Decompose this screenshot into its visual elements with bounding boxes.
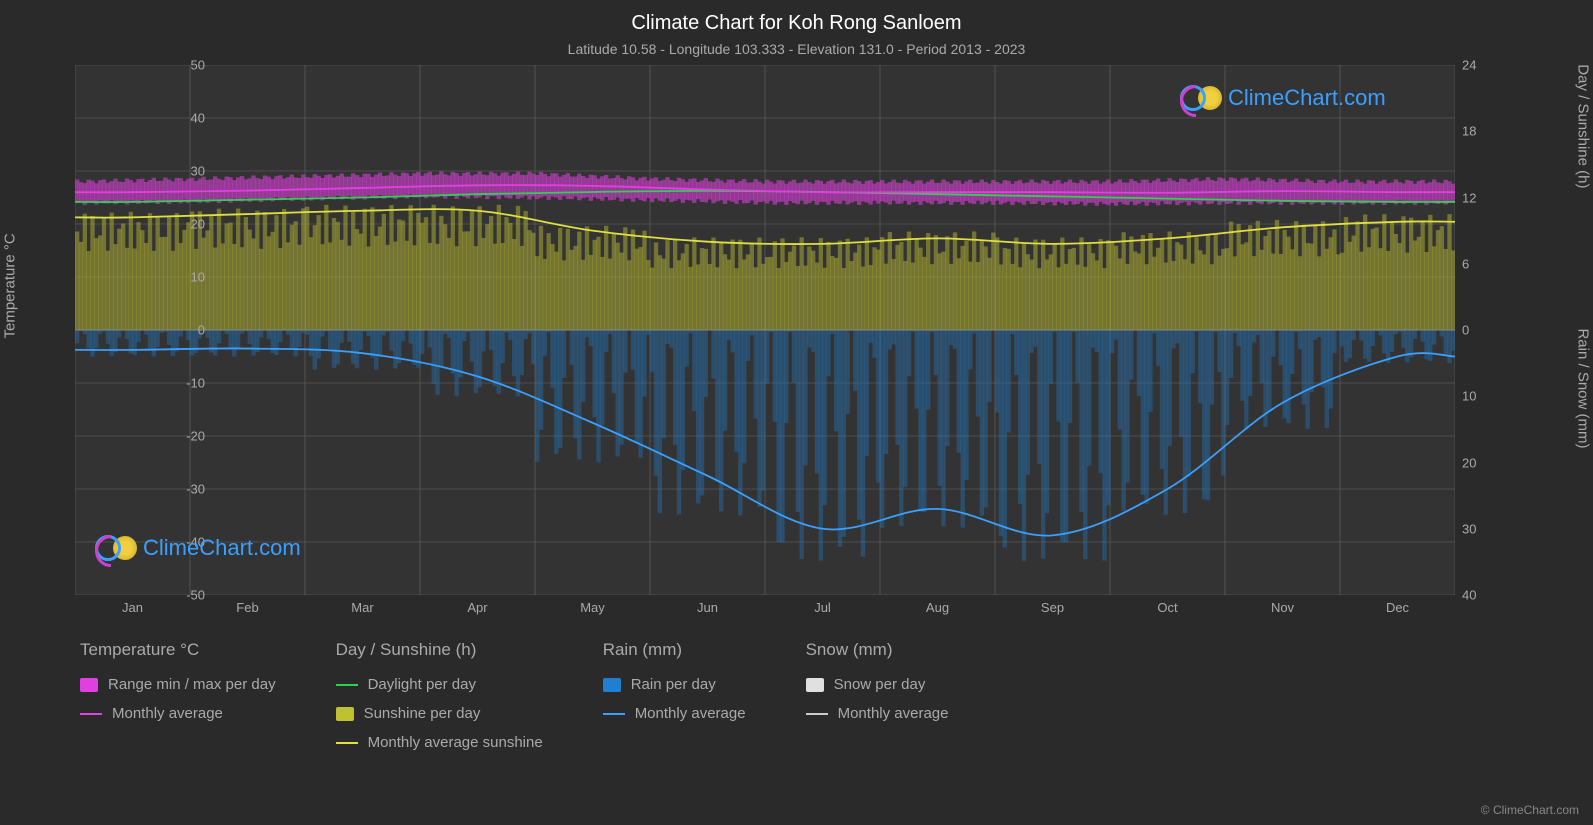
- legend-item: Monthly average: [806, 705, 949, 722]
- legend-label: Daylight per day: [368, 676, 476, 693]
- xtick-month: Oct: [1157, 600, 1177, 615]
- legend-label: Monthly average sunshine: [368, 734, 543, 751]
- logo-icon: [1180, 85, 1206, 111]
- ytick-right-mm: 40: [1462, 588, 1476, 603]
- ytick-left: -30: [151, 482, 205, 497]
- legend-header: Snow (mm): [806, 640, 949, 660]
- legend-item: Rain per day: [603, 676, 746, 693]
- xtick-month: Jul: [814, 600, 831, 615]
- legend-header: Day / Sunshine (h): [336, 640, 543, 660]
- chart-subtitle: Latitude 10.58 - Longitude 103.333 - Ele…: [0, 35, 1593, 57]
- legend-label: Snow per day: [834, 676, 926, 693]
- ytick-left: 40: [151, 111, 205, 126]
- ytick-left: 20: [151, 217, 205, 232]
- legend-item: Sunshine per day: [336, 705, 543, 722]
- legend-item: Snow per day: [806, 676, 949, 693]
- logo-icon: [95, 535, 121, 561]
- y-axis-right-bottom-label: Rain / Snow (mm): [1575, 328, 1592, 448]
- legend-column: Snow (mm) Snow per day Monthly average: [806, 640, 949, 751]
- legend-item: Range min / max per day: [80, 676, 276, 693]
- legend: Temperature °C Range min / max per day Mon…: [80, 640, 1513, 751]
- climate-chart: Climate Chart for Koh Rong Sanloem Latit…: [0, 0, 1593, 825]
- ytick-right-hours: 0: [1462, 323, 1469, 338]
- xtick-month: Dec: [1386, 600, 1409, 615]
- legend-label: Range min / max per day: [108, 676, 276, 693]
- legend-label: Monthly average: [838, 705, 949, 722]
- ytick-left: 10: [151, 270, 205, 285]
- ytick-right-mm: 10: [1462, 389, 1476, 404]
- legend-swatch: [806, 678, 824, 692]
- plot-area: [75, 65, 1455, 595]
- xtick-month: Apr: [467, 600, 487, 615]
- legend-item: Monthly average: [80, 705, 276, 722]
- legend-item: Monthly average sunshine: [336, 734, 543, 751]
- ytick-right-mm: 30: [1462, 521, 1476, 536]
- legend-swatch: [80, 678, 98, 692]
- ytick-left: 30: [151, 164, 205, 179]
- ytick-right-hours: 6: [1462, 256, 1469, 271]
- watermark-text: ClimeChart.com: [143, 535, 301, 561]
- watermark: ClimeChart.com: [95, 535, 301, 561]
- xtick-month: May: [580, 600, 605, 615]
- legend-header: Temperature °C: [80, 640, 276, 660]
- chart-title: Climate Chart for Koh Rong Sanloem: [0, 0, 1593, 35]
- legend-column: Rain (mm) Rain per day Monthly average: [603, 640, 746, 751]
- ytick-left: 50: [151, 58, 205, 73]
- ytick-left: -10: [151, 376, 205, 391]
- legend-label: Rain per day: [631, 676, 716, 693]
- y-axis-left-label: Temperature °C: [2, 233, 19, 338]
- legend-swatch: [603, 678, 621, 692]
- legend-header: Rain (mm): [603, 640, 746, 660]
- ytick-right-hours: 24: [1462, 58, 1476, 73]
- xtick-month: Sep: [1041, 600, 1064, 615]
- legend-item: Monthly average: [603, 705, 746, 722]
- legend-swatch: [336, 742, 358, 744]
- y-axis-right-top-label: Day / Sunshine (h): [1575, 64, 1592, 188]
- ytick-right-hours: 18: [1462, 124, 1476, 139]
- watermark-text: ClimeChart.com: [1228, 85, 1386, 111]
- legend-swatch: [806, 713, 828, 715]
- xtick-month: Nov: [1271, 600, 1294, 615]
- legend-swatch: [336, 684, 358, 686]
- xtick-month: Jan: [122, 600, 143, 615]
- legend-label: Monthly average: [635, 705, 746, 722]
- ytick-right-hours: 12: [1462, 190, 1476, 205]
- legend-swatch: [336, 707, 354, 721]
- ytick-left: -50: [151, 588, 205, 603]
- xtick-month: Feb: [236, 600, 258, 615]
- legend-column: Day / Sunshine (h) Daylight per day Sunshi…: [336, 640, 543, 751]
- plot-svg: [75, 65, 1455, 595]
- legend-label: Sunshine per day: [364, 705, 481, 722]
- watermark: ClimeChart.com: [1180, 85, 1386, 111]
- xtick-month: Mar: [351, 600, 373, 615]
- legend-item: Daylight per day: [336, 676, 543, 693]
- xtick-month: Aug: [926, 600, 949, 615]
- ytick-left: -20: [151, 429, 205, 444]
- legend-swatch: [603, 713, 625, 715]
- legend-column: Temperature °C Range min / max per day Mon…: [80, 640, 276, 751]
- xtick-month: Jun: [697, 600, 718, 615]
- legend-swatch: [80, 713, 102, 715]
- ytick-right-mm: 20: [1462, 455, 1476, 470]
- ytick-left: 0: [151, 323, 205, 338]
- copyright: © ClimeChart.com: [1481, 803, 1579, 817]
- legend-label: Monthly average: [112, 705, 223, 722]
